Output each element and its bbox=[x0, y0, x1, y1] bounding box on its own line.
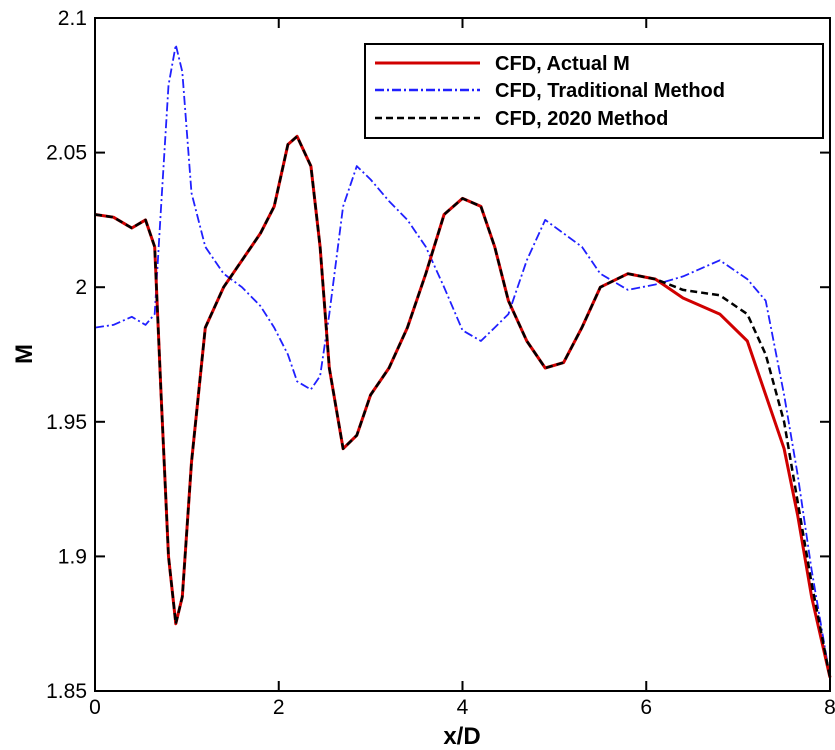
x-axis-title: x/D bbox=[443, 723, 480, 750]
series-line-1 bbox=[94, 44, 831, 678]
y-tick-label: 2 bbox=[75, 276, 87, 299]
series-layer bbox=[94, 44, 832, 678]
legend-label-2020-method: CFD, 2020 Method bbox=[495, 108, 668, 130]
x-tick-label: 4 bbox=[457, 696, 469, 719]
x-tick-label: 6 bbox=[640, 696, 652, 719]
legend-box bbox=[364, 43, 824, 139]
ticks-layer: 0 2 4 6 8 1.85 1.9 1.95 2 2.05 2.1 bbox=[46, 7, 835, 719]
y-tick-label: 1.85 bbox=[46, 680, 87, 703]
legend-label-traditional-method: CFD, Traditional Method bbox=[495, 80, 725, 102]
legend-label-actual-m: CFD, Actual M bbox=[495, 53, 630, 75]
y-tick-label: 2.05 bbox=[46, 142, 87, 165]
y-axis-title: M bbox=[11, 344, 38, 364]
series-line-0 bbox=[94, 134, 832, 678]
legend: CFD, Actual M CFD, Traditional Method CF… bbox=[364, 43, 824, 139]
y-tick-label: 2.1 bbox=[58, 7, 87, 30]
y-tick-label: 1.9 bbox=[58, 545, 87, 568]
series-line-2 bbox=[94, 135, 832, 678]
x-tick-label: 8 bbox=[824, 696, 835, 719]
x-tick-label: 2 bbox=[273, 696, 285, 719]
x-tick-label: 0 bbox=[89, 696, 101, 719]
y-tick-label: 1.95 bbox=[46, 411, 87, 434]
